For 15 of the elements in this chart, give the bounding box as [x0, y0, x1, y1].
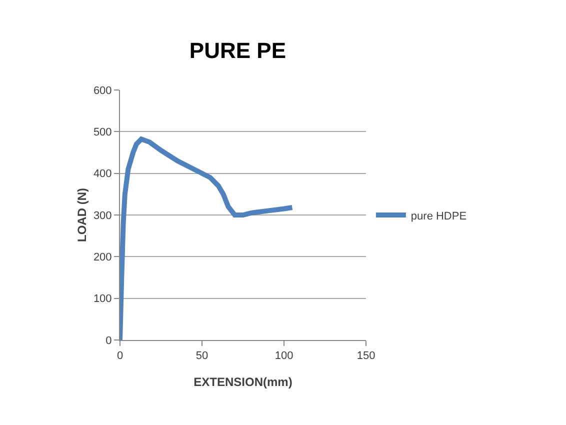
legend-label: pure HDPE — [410, 210, 467, 222]
chart-title: PURE PE — [189, 38, 286, 63]
x-tick-label: 0 — [116, 350, 124, 362]
x-tick-label: 100 — [274, 350, 294, 362]
x-axis-title: EXTENSION(mm) — [194, 375, 292, 389]
y-tick-label: 200 — [93, 252, 112, 264]
y-tick-label: 600 — [93, 84, 112, 97]
x-tick-label: 50 — [196, 350, 208, 362]
y-tick-label: 400 — [93, 168, 112, 180]
y-tick-label: 300 — [93, 210, 112, 222]
y-tick-label: 500 — [93, 126, 112, 139]
y-tick-label: 0 — [106, 334, 112, 347]
y-tick-label: 100 — [93, 293, 112, 306]
x-tick-label: 150 — [356, 350, 376, 362]
y-axis-title: LOAD (N) — [75, 188, 89, 242]
